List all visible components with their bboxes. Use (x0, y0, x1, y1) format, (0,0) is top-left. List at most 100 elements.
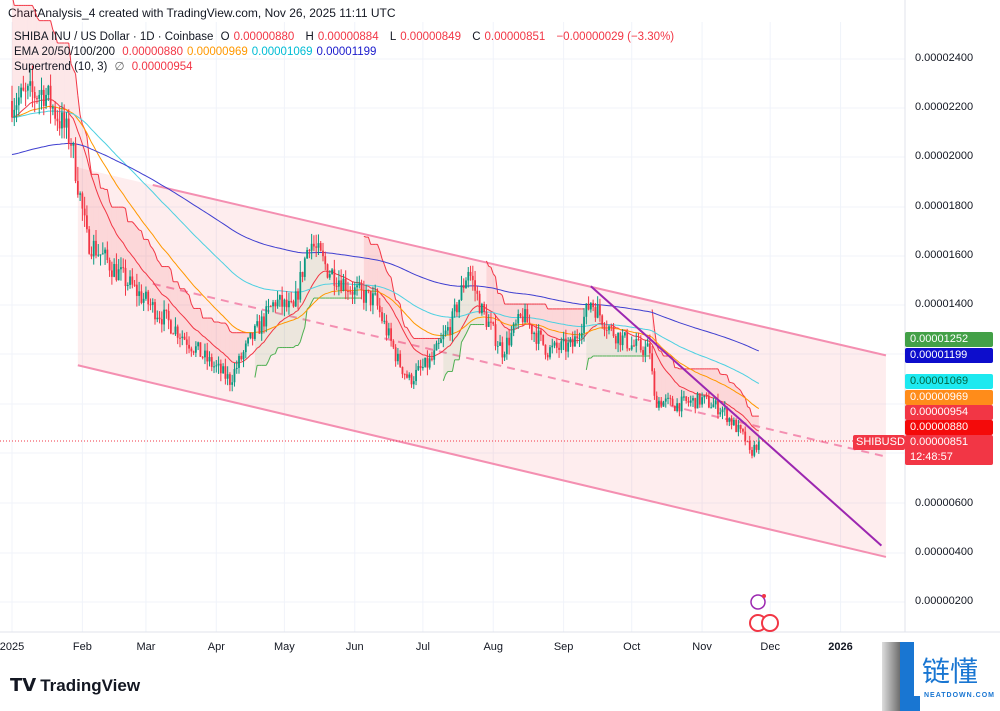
supertrend-segment (742, 394, 746, 398)
supertrend-segment (150, 245, 154, 249)
candle-body (390, 328, 392, 341)
candle-body (26, 85, 29, 91)
neatdown-en: NEATDOWN.COM (924, 692, 995, 699)
supertrend-fill (397, 301, 401, 361)
candle-body (297, 291, 299, 300)
candle-body (403, 374, 406, 376)
candle-body (485, 311, 488, 327)
supertrend-segment (147, 239, 151, 247)
candle-body (104, 249, 106, 254)
candle-body (594, 307, 597, 318)
supertrend-fill (347, 291, 351, 299)
candle-body (465, 280, 467, 289)
supertrend-fill (177, 281, 180, 338)
candle-body (676, 403, 679, 411)
supertrend-fill (561, 308, 564, 346)
supertrend-segment (293, 345, 297, 348)
supertrend-fill (46, 20, 49, 101)
candle-body (753, 444, 756, 456)
x-tick-label: Nov (692, 641, 712, 653)
y-tick-label: 0.00001800 (915, 200, 974, 212)
candle-body (574, 336, 576, 347)
candle-body (190, 348, 193, 352)
candle-body (101, 253, 104, 255)
supertrend-segment (227, 325, 231, 332)
candle-body (560, 341, 563, 350)
supertrend-fill (189, 294, 192, 350)
supertrend-fill (554, 308, 557, 346)
supertrend-fill (125, 208, 128, 286)
candle-body (154, 302, 156, 320)
candle-body (235, 367, 238, 370)
supertrend-fill (629, 347, 632, 357)
supertrend-fill (534, 304, 537, 339)
candle-body (224, 366, 227, 379)
candle-body (537, 330, 540, 344)
candle-body (303, 258, 306, 277)
supertrend-value: 0.00000954 (131, 61, 193, 73)
supertrend-fill (593, 304, 596, 357)
candle-body (555, 342, 558, 348)
high-value: 0.00000884 (317, 31, 379, 43)
supertrend-fill (447, 328, 451, 372)
candle-body (610, 326, 613, 328)
price-tag: 0.00001199 (905, 348, 993, 363)
candle-body (664, 398, 667, 402)
candle-body (374, 293, 377, 295)
candle-body (462, 285, 465, 289)
supertrend-segment (367, 236, 372, 245)
supertrend-segment (363, 235, 367, 238)
supertrend-segment (136, 226, 140, 231)
candle-body (113, 264, 116, 277)
candle-body (49, 85, 52, 109)
supertrend-segment (397, 300, 401, 305)
supertrend-segment (726, 374, 730, 383)
candle-body (744, 431, 747, 442)
candle-body (387, 328, 390, 336)
supertrend-segment (406, 327, 410, 332)
candle-body (646, 343, 649, 347)
supertrend-segment (109, 201, 113, 208)
hidden-icon[interactable]: ∅ (114, 61, 125, 73)
candle-body (90, 253, 93, 257)
supertrend-segment (747, 406, 751, 409)
candle-body (540, 330, 542, 335)
price-tag-value: 0.00001199 (910, 349, 968, 361)
supertrend-segment (501, 295, 506, 305)
supertrend-fill (286, 303, 289, 348)
y-tick-label: 0.00001600 (915, 249, 974, 261)
candle-body (231, 382, 234, 385)
supertrend-fill (295, 295, 299, 346)
supertrend-fill (225, 323, 228, 377)
supertrend-row[interactable]: Supertrend (10, 3) ∅ 0.00000954 (14, 60, 678, 75)
supertrend-segment (451, 359, 456, 372)
candle-body (680, 396, 683, 412)
candle-body (546, 354, 549, 358)
supertrend-segment (744, 397, 748, 407)
supertrend-fill (579, 308, 582, 339)
supertrend-fill (64, 43, 67, 124)
candle-body (458, 300, 461, 313)
candle-body (619, 332, 622, 346)
candle-body (265, 306, 268, 327)
ema-row[interactable]: EMA 20/50/100/200 0.00000880 0.00000969 0.… (14, 45, 678, 60)
supertrend-fill (184, 288, 187, 343)
candle-body (217, 363, 220, 366)
supertrend-segment (274, 347, 279, 354)
supertrend-segment (265, 360, 269, 366)
supertrend-fill (291, 301, 294, 348)
supertrend-segment (379, 250, 383, 259)
candle-body (324, 256, 327, 265)
candle-body (526, 309, 529, 323)
y-tick-label: 0.00000600 (915, 497, 974, 509)
candle-body (707, 396, 710, 408)
candle-body (258, 321, 261, 334)
supertrend-fill (36, 17, 40, 99)
candle-body (442, 334, 445, 340)
candle-body (131, 276, 134, 285)
c-label: C (472, 31, 481, 43)
candle-body (356, 285, 358, 288)
candle-body (204, 350, 206, 358)
